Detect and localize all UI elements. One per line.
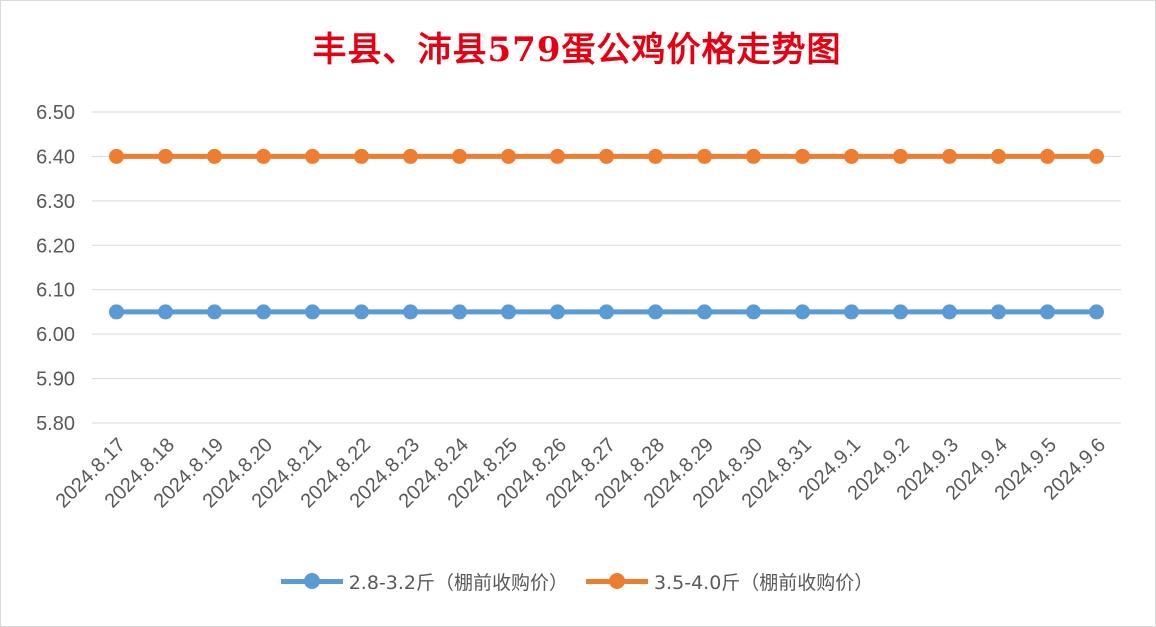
legend-swatch-series-1 (280, 573, 343, 589)
data-point (501, 304, 516, 320)
data-point (599, 148, 614, 164)
data-point (599, 304, 614, 320)
data-point (501, 148, 516, 164)
data-point (844, 304, 859, 320)
data-point (746, 304, 761, 320)
legend-item-series-1: 2.8-3.2斤（棚前收购价） (280, 568, 568, 595)
y-tick-label: 5.80 (36, 413, 75, 435)
legend-label-series-1: 2.8-3.2斤（棚前收购价） (348, 571, 568, 594)
data-point (550, 304, 565, 320)
data-point (648, 148, 663, 164)
y-tick-label: 6.50 (36, 102, 75, 124)
y-tick-label: 6.20 (36, 235, 75, 257)
data-point (1040, 304, 1055, 320)
data-point (893, 304, 908, 320)
data-point (648, 304, 663, 320)
data-point (452, 148, 467, 164)
data-point (697, 304, 712, 320)
y-tick-label: 5.90 (36, 369, 75, 391)
data-point (109, 148, 124, 164)
data-point (207, 304, 222, 320)
data-point (550, 148, 565, 164)
data-point (1089, 304, 1104, 320)
data-point (403, 148, 418, 164)
data-point (844, 148, 859, 164)
data-point (1040, 148, 1055, 164)
data-point (795, 148, 810, 164)
y-tick-label: 6.40 (36, 146, 75, 168)
data-point (746, 148, 761, 164)
data-point (991, 148, 1006, 164)
data-point (354, 304, 369, 320)
data-point (942, 304, 957, 320)
data-point (158, 148, 173, 164)
data-point (452, 304, 467, 320)
data-point (354, 148, 369, 164)
chart-title: 丰县、沛县579蛋公鸡价格走势图 (312, 30, 842, 70)
data-point (207, 148, 222, 164)
data-point (991, 304, 1006, 320)
data-point (158, 304, 173, 320)
data-point (795, 304, 810, 320)
data-point (1089, 148, 1104, 164)
legend-item-series-2: 3.5-4.0斤（棚前收购价） (586, 568, 873, 595)
y-tick-label: 6.00 (36, 324, 75, 346)
data-point (697, 148, 712, 164)
data-point (942, 148, 957, 164)
y-tick-label: 6.30 (36, 191, 75, 213)
legend: 2.8-3.2斤（棚前收购价） 3.5-4.0斤（棚前收购价） (0, 566, 1154, 596)
legend-swatch-series-2 (586, 573, 648, 589)
y-tick-label: 6.10 (36, 280, 75, 302)
data-point (109, 304, 124, 320)
legend-label-series-2: 3.5-4.0斤（棚前收购价） (654, 571, 874, 594)
data-point (305, 304, 320, 320)
data-point (256, 148, 271, 164)
data-point (256, 304, 271, 320)
data-point (893, 148, 908, 164)
data-point (403, 304, 418, 320)
data-point (305, 148, 320, 164)
